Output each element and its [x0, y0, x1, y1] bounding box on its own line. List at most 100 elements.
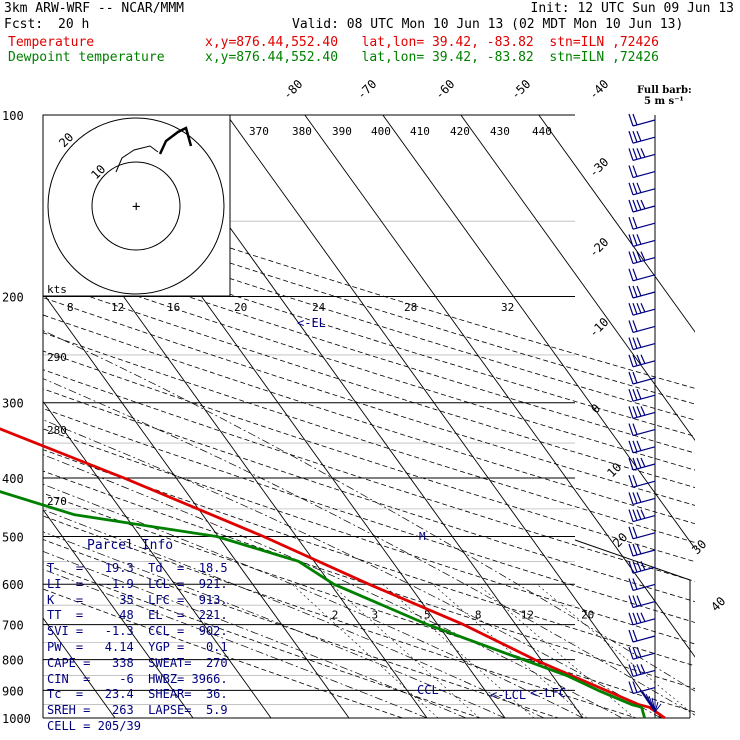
lfc-annotation: <-LFC	[530, 686, 566, 700]
wind-barb-flag	[628, 647, 634, 660]
pressure-tick-label: 500	[2, 530, 24, 544]
wind-barb-flag	[628, 182, 634, 195]
parcel-info-title: Parcel Info	[87, 538, 174, 553]
wind-barb-flag	[632, 406, 638, 418]
pressure-tick-label: 300	[2, 397, 24, 411]
mixing-ratio-line	[382, 583, 535, 718]
wind-barb-flag	[632, 199, 638, 212]
mixing-ratio-line	[291, 583, 439, 718]
wind-barb-flag	[636, 234, 642, 245]
isotherm-tick-label: -60	[432, 77, 457, 102]
mixing-ratio-label: 20	[581, 609, 594, 622]
hodograph-ring	[91, 161, 181, 251]
isotherm-line	[43, 400, 272, 718]
isotherm-line	[382, 115, 695, 550]
wind-barb-flag	[636, 457, 642, 469]
parcel-info-row: T = 19.3 Td = 18.5	[47, 561, 228, 575]
mixing-ratio-line	[536, 583, 695, 717]
parcel-info-row: CIN = -6 HWBZ= 3966.	[47, 671, 228, 686]
parcel-info-row: CELL = 205/39	[47, 718, 141, 733]
wind-barb-flag	[628, 371, 634, 385]
wind-barb-flag	[632, 320, 638, 332]
hodograph-speed-label: 28	[404, 301, 417, 314]
mixing-ratio-label: 12	[521, 609, 534, 622]
theta-label: 410	[410, 125, 430, 138]
wind-barb-flag	[628, 320, 634, 333]
wind-barb-flag	[628, 561, 634, 574]
moist-adiabat	[43, 568, 428, 718]
valid-time: Valid: 08 UTC Mon 10 Jun 13 (02 MDT Mon …	[292, 17, 684, 32]
dry-adiabat	[43, 297, 695, 506]
fcst-label: Fcst:	[4, 17, 44, 32]
wind-barb-surface	[654, 701, 659, 713]
theta-label: 430	[490, 125, 510, 138]
wind-barb-flag	[632, 302, 638, 315]
wind-barb-flag	[632, 354, 638, 367]
wind-barb-flag	[640, 560, 646, 571]
wind-barb-flag	[632, 560, 638, 573]
wind-barb-flag	[628, 578, 634, 591]
wind-barb-flag	[628, 475, 634, 488]
temperature-legend: Temperature	[8, 35, 95, 50]
parcel-info-row: TT = 48 EL = 221.	[47, 608, 228, 623]
dry-adiabat	[43, 200, 695, 405]
wind-barb-flag	[632, 578, 638, 590]
wind-barb-flag	[628, 681, 634, 694]
isotherm-tick-label: 30	[689, 537, 709, 557]
wind-barb-flag	[628, 389, 634, 402]
wind-barb-flag	[636, 646, 642, 658]
pressure-tick-label: 700	[2, 619, 24, 633]
moist-adiabat	[43, 378, 695, 716]
wind-barb-flag	[628, 629, 634, 643]
wind-barb-flag	[640, 251, 646, 261]
el-annotation: <-EL	[297, 316, 326, 330]
wind-barb-flag	[640, 612, 646, 623]
wind-barb-flag	[628, 234, 634, 247]
dry-adiabat	[43, 449, 695, 667]
wind-barb-flag	[632, 423, 638, 435]
wind-barb-flag	[636, 509, 642, 520]
wind-barb-flag	[632, 440, 638, 453]
isotherm-tick-label: 0	[588, 401, 603, 416]
wind-barb-flag	[632, 629, 638, 642]
isotherm-tick-label: -50	[508, 77, 533, 102]
dewpoint-profile	[0, 490, 646, 719]
theta-label: 400	[371, 125, 391, 138]
dry-adiabat	[43, 247, 695, 454]
isotherm-tick-label: 10	[604, 460, 624, 480]
wind-barb-flag	[632, 216, 638, 229]
wind-barb-flag	[636, 285, 642, 297]
wind-barb-flag	[628, 543, 634, 557]
wind-barb-surface	[654, 703, 662, 713]
wind-barb-flag	[636, 337, 642, 348]
parcel-info-row: SREH = 263 LAPSE= 5.9	[47, 703, 228, 718]
wind-barb-flag	[640, 199, 646, 210]
wind-barb-flag	[628, 113, 634, 127]
wind-barb-flag	[640, 664, 646, 674]
wind-barb-flag	[636, 543, 642, 555]
theta-label-left: 270	[47, 495, 67, 508]
isotherm-tick-label: -20	[586, 235, 611, 260]
pressure-tick-label: 1000	[2, 712, 31, 726]
isotherm-tick-label: 20	[610, 530, 630, 550]
wind-barb-flag	[632, 492, 638, 504]
wind-barb-flag	[628, 337, 634, 350]
wind-barb-flag	[628, 423, 634, 436]
wind-barb-flag	[628, 148, 634, 161]
isotherm-tick-label: -40	[586, 77, 611, 102]
wind-barb-flag	[636, 251, 642, 262]
theta-label-left: 290	[47, 351, 67, 364]
wind-barb-flag	[628, 268, 634, 281]
ccl-annotation: CCL-	[417, 683, 446, 697]
wind-barb-flag	[640, 509, 646, 519]
parcel-info-row: Tc = 23.4 SHEAR= 36.	[47, 687, 228, 702]
wind-barb-flag	[628, 664, 634, 677]
moist-adiabat	[43, 551, 467, 718]
pressure-tick-label: 600	[2, 578, 24, 592]
wind-barb-flag	[628, 492, 634, 505]
plot-area	[43, 115, 695, 718]
wind-barb-flag	[628, 199, 634, 213]
wind-barb-flag	[628, 303, 634, 316]
dewpoint-location: x,y=876.44,552.40 lat,lon= 39.42, -83.82…	[205, 50, 659, 65]
